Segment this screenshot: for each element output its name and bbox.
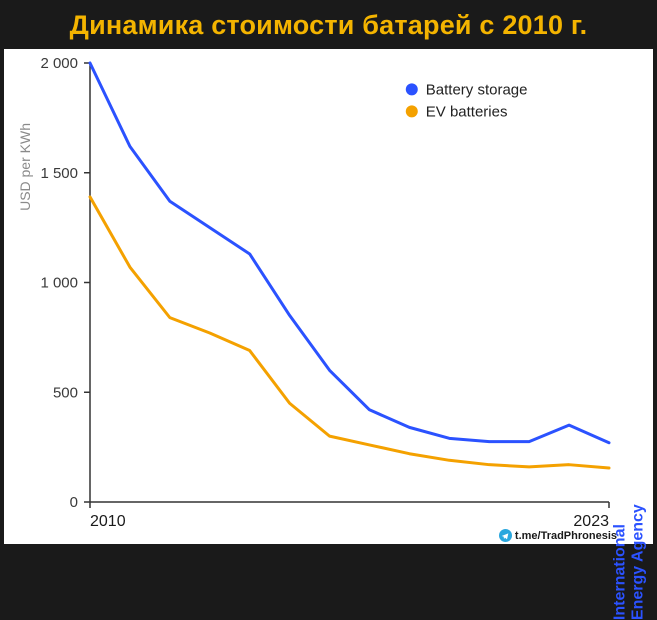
line-chart: 0 500 1 000 1 500 2 000 2010 2023 USD per KWh Ba…: [4, 49, 653, 544]
telegram-icon: [499, 529, 512, 542]
branding-text: International Energy Agency: [612, 504, 647, 620]
legend-marker: [406, 83, 418, 95]
legend-label: EV batteries: [426, 103, 508, 120]
footer-link[interactable]: t.me/TradPhronesis: [499, 529, 617, 542]
chart-title: Динамика стоимости батарей с 2010 г.: [4, 4, 653, 49]
series-line: [90, 63, 609, 443]
x-tick-label: 2010: [90, 513, 126, 530]
legend-label: Battery storage: [426, 81, 528, 98]
y-tick-label: 2 000: [40, 55, 78, 72]
chart-area: 0 500 1 000 1 500 2 000 2010 2023 USD per KWh Ba…: [4, 49, 653, 544]
y-tick-label: 0: [70, 494, 78, 511]
legend-marker: [406, 105, 418, 117]
series-line: [90, 197, 609, 468]
outer-frame: Динамика стоимости батарей с 2010 г. 0 50…: [0, 0, 657, 547]
y-axis-label: USD per KWh: [17, 123, 33, 211]
y-tick-label: 500: [53, 384, 78, 401]
x-tick-label: 2023: [573, 513, 609, 530]
footer-text: t.me/TradPhronesis: [515, 530, 617, 542]
y-tick-label: 1 000: [40, 275, 78, 292]
branding-line2: Energy Agency: [629, 504, 646, 620]
y-tick-label: 1 500: [40, 165, 78, 182]
